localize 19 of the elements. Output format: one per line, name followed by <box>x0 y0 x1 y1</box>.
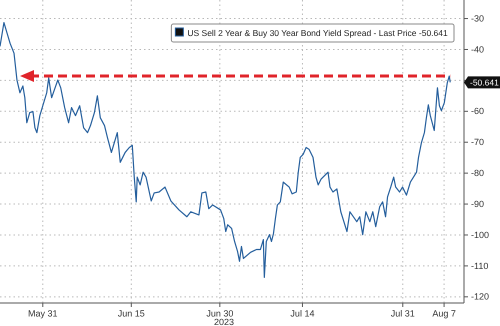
y-tick-label: -120 <box>471 292 490 302</box>
y-tick-label: -80 <box>471 168 484 178</box>
y-tick-label: -30 <box>471 13 484 24</box>
y-tick-label: -70 <box>471 137 484 148</box>
x-tick-label: Jul 14 <box>290 308 314 318</box>
x-tick-label: Jul 31 <box>390 308 415 318</box>
line-series <box>0 22 451 278</box>
y-tick-label: -40 <box>471 44 484 54</box>
y-tick-label: -60 <box>471 106 484 116</box>
y-tick-label: -90 <box>471 198 484 209</box>
x-tick-label: Aug 7 <box>432 308 456 318</box>
y-tick-label: -100 <box>471 230 490 240</box>
annotation: -50.641 <box>470 77 500 88</box>
y-tick-label: -110 <box>471 260 488 271</box>
x-axis-title: 2023 <box>214 317 234 326</box>
x-tick-label: Jun 15 <box>118 308 145 318</box>
x-tick-label: May 31 <box>28 308 58 318</box>
legend-label: US Sell 2 Year & Buy 30 Year Bond Yield Spread - Last Price -50.641 <box>187 28 448 38</box>
x-tick-label: Jun 30 <box>206 308 234 318</box>
